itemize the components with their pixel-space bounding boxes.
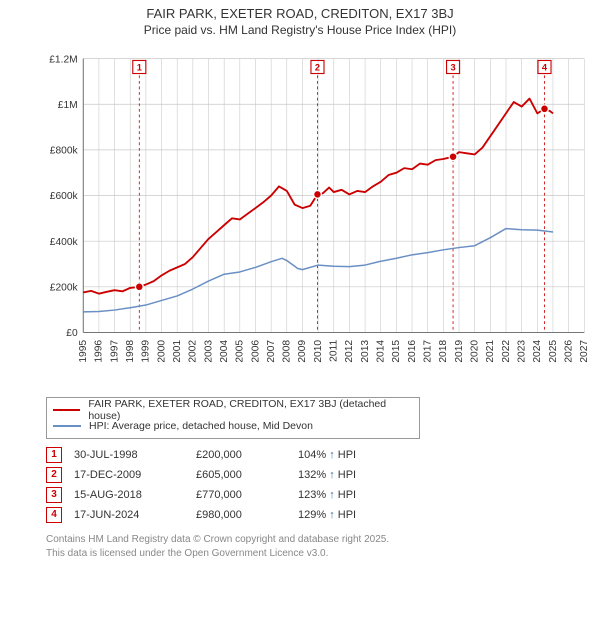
sale-vs-hpi: 129% ↑ HPI <box>298 505 368 525</box>
x-axis-tick-label: 2009 <box>297 340 308 363</box>
sale-vs-hpi: 132% ↑ HPI <box>298 465 368 485</box>
x-axis-tick-label: 2014 <box>376 340 387 363</box>
sales-table: 1 30-JUL-1998£200,000104% ↑ HPI 2 17-DEC-20… <box>46 445 368 525</box>
x-axis-tick-label: 2017 <box>422 340 433 363</box>
chart-title-line2: Price paid vs. HM Land Registry's House … <box>0 23 600 37</box>
x-axis-tick-label: 2004 <box>219 340 230 363</box>
table-row: 1 30-JUL-1998£200,000104% ↑ HPI <box>46 445 368 465</box>
x-axis-tick-label: 2027 <box>579 340 588 363</box>
sale-point <box>314 190 322 198</box>
x-axis-tick-label: 2002 <box>188 340 199 363</box>
y-axis-tick-label: £1.2M <box>49 54 77 65</box>
line-chart-svg: £0 £200k £400k £600k £800k £1M £1.2M 1995 1996 19… <box>46 41 588 391</box>
sale-marker-flag: 3 <box>450 63 455 73</box>
sale-marker-badge: 3 <box>46 487 62 503</box>
table-row: 4 17-JUN-2024£980,000129% ↑ HPI <box>46 505 368 525</box>
x-axis-tick-label: 2023 <box>516 340 527 363</box>
x-axis-tick-label: 2008 <box>282 340 293 363</box>
sale-marker-badge: 2 <box>46 467 62 483</box>
legend: FAIR PARK, EXETER ROAD, CREDITON, EX17 3… <box>46 397 420 439</box>
x-axis-tick-label: 2013 <box>360 340 371 363</box>
y-axis-tick-label: £0 <box>66 328 78 339</box>
x-axis-tick-label: 2000 <box>156 340 167 363</box>
legend-label: FAIR PARK, EXETER ROAD, CREDITON, EX17 3… <box>88 398 413 422</box>
y-axis-tick-label: £800k <box>50 146 79 157</box>
chart-title-line1: FAIR PARK, EXETER ROAD, CREDITON, EX17 3… <box>0 6 600 21</box>
x-axis-tick-label: 2016 <box>407 340 418 363</box>
x-axis-tick-label: 2001 <box>172 340 183 363</box>
x-axis-tick-label: 2018 <box>438 340 449 363</box>
sale-marker-badge: 1 <box>46 447 62 463</box>
x-axis-tick-label: 2011 <box>329 340 340 362</box>
x-axis-tick-label: 2021 <box>485 340 496 363</box>
x-axis-tick-label: 2025 <box>548 340 559 363</box>
sale-marker-flag: 1 <box>137 63 142 73</box>
sale-date: 15-AUG-2018 <box>74 485 196 505</box>
sale-marker-flag: 2 <box>315 63 320 73</box>
y-axis-tick-label: £600k <box>50 191 79 202</box>
footer-line-2: This data is licensed under the Open Gov… <box>46 547 566 561</box>
legend-swatch <box>53 425 81 427</box>
x-axis-tick-label: 2024 <box>532 340 543 363</box>
x-axis-tick-label: 2022 <box>501 340 512 363</box>
x-axis-tick-label: 2010 <box>313 340 324 363</box>
sale-point <box>449 153 457 161</box>
attribution-footer: Contains HM Land Registry data © Crown c… <box>46 533 566 560</box>
x-axis-tick-label: 1998 <box>125 340 136 363</box>
sale-price: £770,000 <box>196 485 298 505</box>
x-axis-tick-label: 1996 <box>94 340 105 363</box>
x-axis-tick-label: 1997 <box>109 340 120 363</box>
x-axis-tick-label: 1995 <box>78 340 89 363</box>
x-axis-tick-label: 2015 <box>391 340 402 363</box>
table-row: 3 15-AUG-2018£770,000123% ↑ HPI <box>46 485 368 505</box>
chart-container: { "title_line1": "FAIR PARK, EXETER ROAD… <box>0 6 600 626</box>
legend-swatch <box>53 409 80 411</box>
legend-label: HPI: Average price, detached house, Mid … <box>89 420 313 432</box>
x-axis-tick-label: 2026 <box>563 340 574 363</box>
y-axis-tick-label: £400k <box>50 237 79 248</box>
plot-area: £0 £200k £400k £600k £800k £1M £1.2M 1995 1996 19… <box>46 41 588 391</box>
sale-date: 17-JUN-2024 <box>74 505 196 525</box>
sale-price: £605,000 <box>196 465 298 485</box>
sale-vs-hpi: 123% ↑ HPI <box>298 485 368 505</box>
sale-date: 30-JUL-1998 <box>74 445 196 465</box>
x-axis-tick-label: 2020 <box>469 340 480 363</box>
x-axis-tick-label: 2003 <box>203 340 214 363</box>
table-row: 2 17-DEC-2009£605,000132% ↑ HPI <box>46 465 368 485</box>
sale-point <box>135 283 143 291</box>
sale-price: £200,000 <box>196 445 298 465</box>
x-axis-tick-label: 1999 <box>141 340 152 363</box>
x-axis-tick-label: 2005 <box>235 340 246 363</box>
sale-date: 17-DEC-2009 <box>74 465 196 485</box>
sale-point <box>541 105 549 113</box>
y-axis-tick-label: £200k <box>50 283 79 294</box>
sale-marker-badge: 4 <box>46 507 62 523</box>
x-axis-tick-label: 2006 <box>250 340 261 363</box>
sale-price: £980,000 <box>196 505 298 525</box>
legend-item: FAIR PARK, EXETER ROAD, CREDITON, EX17 3… <box>53 402 413 418</box>
sale-marker-flag: 4 <box>542 63 548 73</box>
x-axis-tick-label: 2019 <box>454 340 465 363</box>
y-axis-tick-label: £1M <box>58 100 78 111</box>
sale-vs-hpi: 104% ↑ HPI <box>298 445 368 465</box>
x-axis-tick-label: 2012 <box>344 340 355 363</box>
footer-line-1: Contains HM Land Registry data © Crown c… <box>46 533 566 547</box>
x-axis-tick-label: 2007 <box>266 340 277 363</box>
